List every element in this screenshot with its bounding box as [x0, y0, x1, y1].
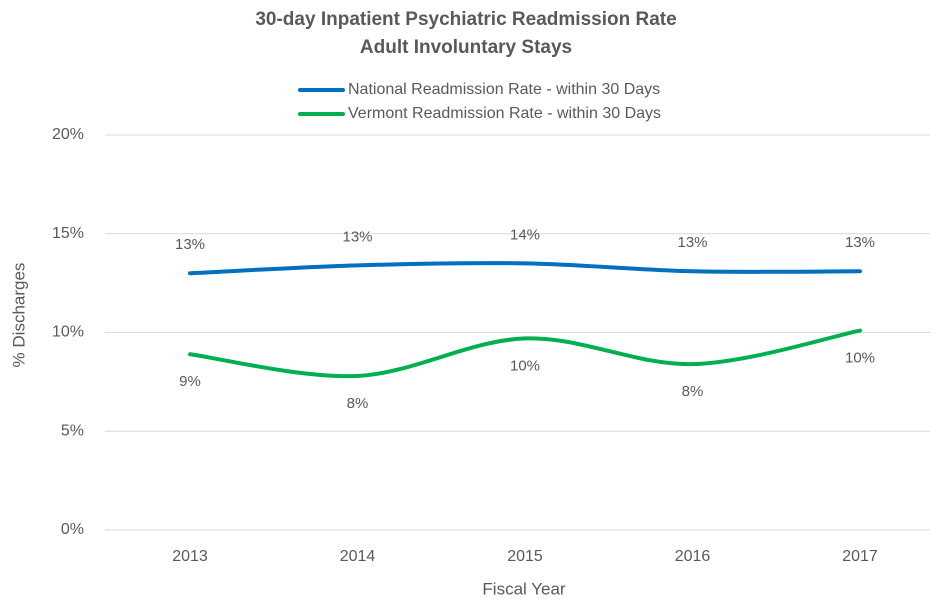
data-label: 8% — [682, 383, 704, 400]
data-label: 13% — [677, 234, 707, 251]
x-axis-title: Fiscal Year — [482, 579, 565, 598]
y-tick-label: 15% — [52, 225, 84, 242]
data-label: 10% — [510, 357, 540, 374]
legend-label: Vermont Readmission Rate - within 30 Day… — [348, 105, 661, 122]
data-label: 8% — [347, 395, 369, 412]
series-line — [188, 328, 862, 379]
y-axis-title: % Discharges — [9, 263, 28, 368]
data-label: 13% — [845, 234, 875, 251]
data-label: 13% — [175, 236, 205, 253]
x-tick-label: 2013 — [172, 548, 208, 565]
chart-title: 30-day Inpatient Psychiatric Readmission… — [255, 9, 676, 30]
series-line — [188, 261, 862, 276]
x-tick-label: 2016 — [675, 548, 711, 565]
y-tick-label: 20% — [52, 126, 84, 143]
data-label: 13% — [342, 228, 372, 245]
y-tick-label: 5% — [61, 422, 84, 439]
data-label: 14% — [510, 226, 540, 243]
chart-subtitle: Adult Involuntary Stays — [360, 37, 572, 58]
data-label: 10% — [845, 349, 875, 366]
x-tick-label: 2017 — [842, 548, 878, 565]
x-tick-label: 2014 — [340, 548, 376, 565]
y-tick-label: 10% — [52, 324, 84, 341]
y-tick-label: 0% — [61, 521, 84, 538]
data-label: 9% — [179, 373, 201, 390]
legend-label: National Readmission Rate - within 30 Da… — [348, 81, 660, 98]
x-tick-label: 2015 — [507, 548, 543, 565]
